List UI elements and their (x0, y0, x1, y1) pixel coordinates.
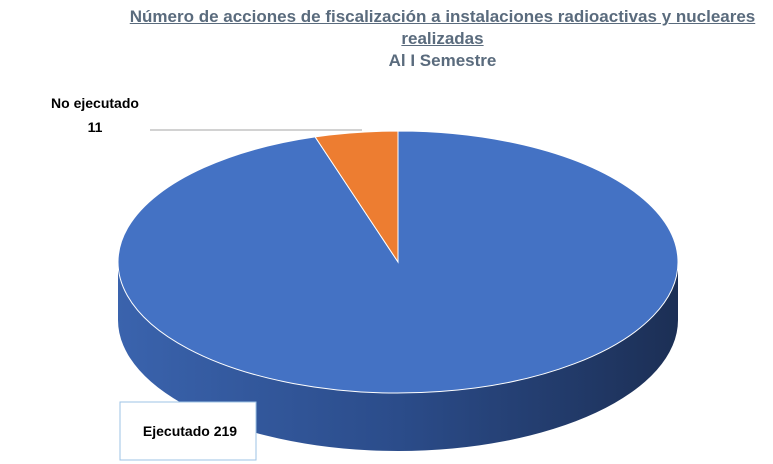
data-label: Ejecutado 219 (143, 423, 237, 439)
label-value: 219 (214, 423, 238, 439)
label-category: No ejecutado (51, 95, 139, 111)
label-box (119, 401, 257, 461)
label-category: Ejecutado (143, 423, 210, 439)
label-value: 11 (88, 119, 103, 135)
pie-slice (314, 130, 399, 264)
chart-title: Número de acciones de fiscalización a in… (129, 7, 756, 48)
chart-subtitle: Al I Semestre (388, 51, 497, 70)
pie-side (118, 262, 678, 451)
